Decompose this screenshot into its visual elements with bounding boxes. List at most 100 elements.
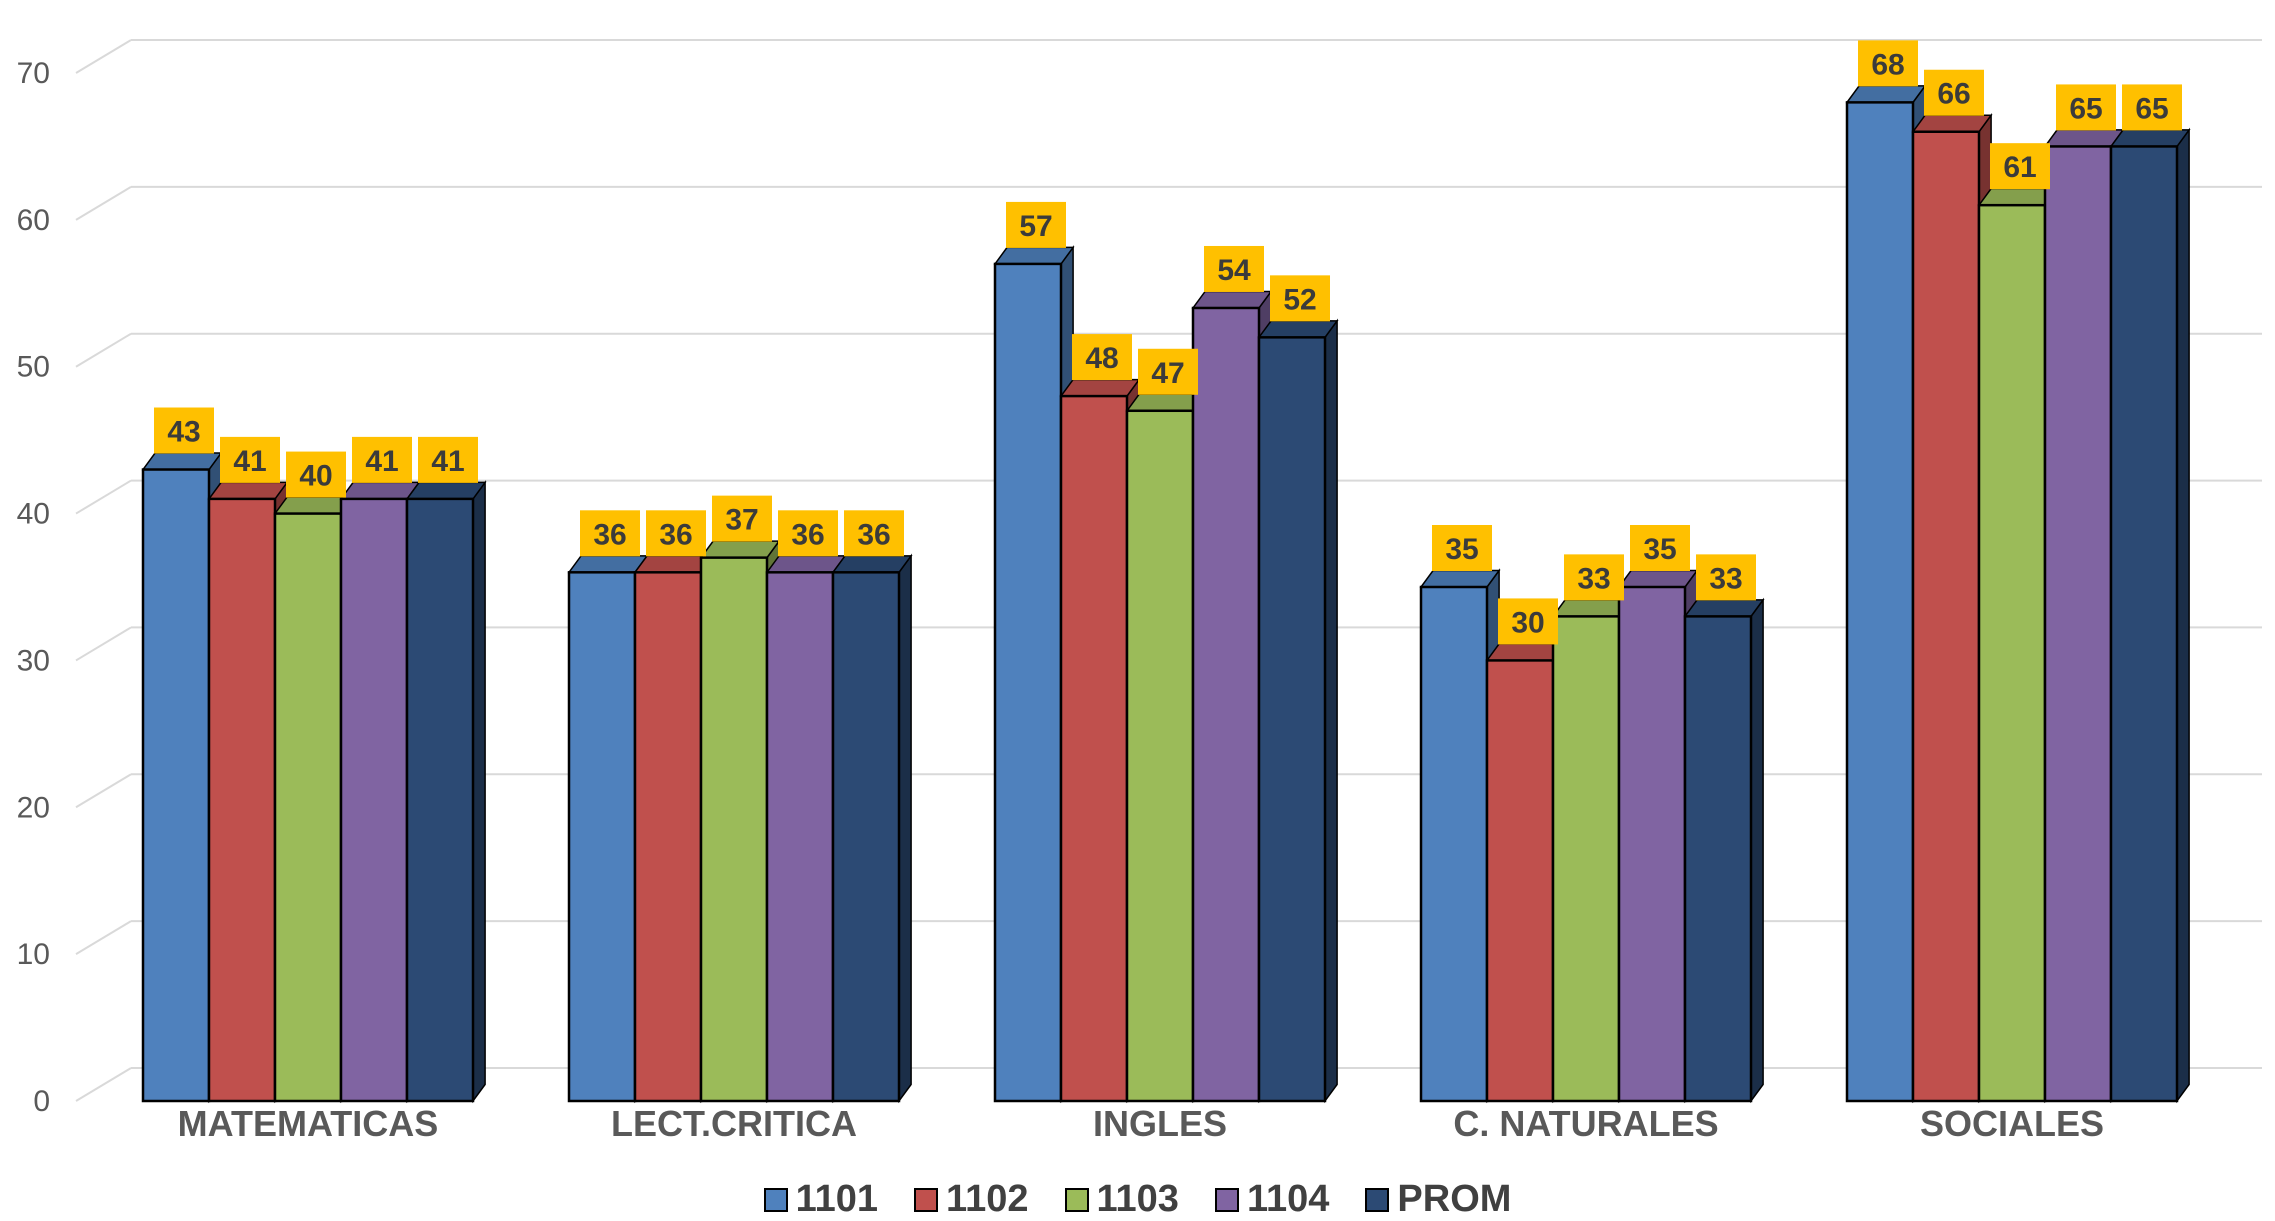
legend-swatch-1102 [914, 1187, 939, 1212]
legend-label-1103: 1103 [1096, 1178, 1179, 1220]
bar-top-prom [1257, 320, 1339, 339]
bar-1101 [567, 571, 637, 1103]
data-label-bg [1006, 201, 1066, 248]
data-label-1103: 61 [2003, 151, 2036, 184]
bar-1104 [1617, 585, 1687, 1103]
bar-top-1102 [1911, 114, 1993, 133]
bar-prom [831, 571, 901, 1103]
bars [141, 83, 2191, 1104]
data-label-bg [1270, 275, 1330, 322]
data-label-bg [2056, 84, 2116, 131]
bar-1102 [1911, 130, 1981, 1103]
gridline-diagonal [75, 185, 132, 221]
data-label-1104: 65 [2069, 92, 2102, 125]
data-label-1101: 43 [167, 416, 200, 449]
data-label-1102: 48 [1085, 342, 1118, 375]
legend-item-1101: 1101 [763, 1178, 879, 1221]
data-label-bg [1858, 40, 1918, 87]
data-label-bg [1924, 69, 1984, 116]
data-label-1101: 35 [1445, 533, 1478, 566]
data-label-bg [1204, 245, 1264, 292]
bar-1103 [1551, 615, 1621, 1103]
legend-item-1102: 1102 [914, 1178, 1029, 1221]
bar-prom [405, 497, 475, 1103]
data-label-bg [778, 510, 838, 557]
x-category-label: MATEMATICAS [178, 1103, 439, 1144]
y-tick-label: 30 [17, 644, 50, 677]
bar-side-prom [1324, 318, 1338, 1104]
data-label-bg [1072, 334, 1132, 381]
x-category-label: SOCIALES [1920, 1103, 2104, 1144]
data-label-bg [352, 436, 412, 483]
data-label-1103: 37 [725, 504, 758, 537]
bar-1102 [1485, 659, 1555, 1103]
bar-top-1101 [141, 452, 223, 471]
legend-label-1101: 1101 [795, 1178, 879, 1220]
bar-top-prom [405, 481, 487, 500]
bar-side-prom [472, 480, 486, 1104]
data-label-prom: 65 [2135, 92, 2168, 125]
legend-swatch-prom [1365, 1187, 1390, 1212]
bar-prom [1257, 336, 1327, 1103]
gridline-diagonal [75, 773, 132, 809]
gridline-diagonal [75, 1067, 132, 1102]
data-label-1102: 66 [1937, 78, 1970, 111]
y-tick-label: 10 [17, 938, 50, 971]
data-label-1101: 68 [1871, 48, 1904, 81]
data-label-1104: 36 [791, 518, 824, 551]
bar-top-1101 [1419, 569, 1501, 588]
legend-label-1102: 1102 [946, 1178, 1029, 1220]
data-label-bg [580, 510, 640, 557]
y-tick-label: 60 [17, 204, 50, 237]
gridline-diagonal [75, 39, 132, 74]
bar-1101 [1845, 101, 1915, 1103]
y-tick-label: 0 [33, 1085, 50, 1118]
bar-1103 [1977, 203, 2047, 1103]
bar-top-1104 [1617, 569, 1699, 588]
data-label-bg [844, 510, 904, 557]
bar-1102 [207, 497, 277, 1103]
x-category-label: LECT.CRITICA [611, 1103, 857, 1144]
bar-top-1104 [2043, 129, 2125, 148]
bar-1101 [141, 468, 211, 1103]
y-tick-label: 50 [17, 351, 50, 384]
data-label-bg [220, 436, 280, 483]
legend: 1101 1102 1103 1104 PROM [0, 1178, 2275, 1221]
bar-top-1103 [699, 540, 781, 559]
data-label-1102: 41 [233, 445, 266, 478]
bar-1104 [339, 497, 409, 1103]
data-label-1103: 47 [1151, 357, 1184, 390]
legend-item-1104: 1104 [1214, 1178, 1329, 1221]
data-label-bg [1432, 525, 1492, 571]
gridline-diagonal [75, 920, 132, 956]
y-tick-label: 70 [17, 57, 50, 90]
bar-top-prom [831, 555, 913, 574]
data-label-bg [1498, 598, 1558, 645]
bar-side-prom [2176, 127, 2190, 1104]
bar-top-1102 [207, 481, 289, 500]
legend-item-prom: PROM [1365, 1178, 1511, 1221]
gridline-diagonal [75, 479, 132, 515]
bar-1102 [633, 571, 703, 1103]
bar-1102 [1059, 394, 1129, 1103]
bar-side-prom [1750, 597, 1764, 1104]
gridline-diagonal [75, 626, 132, 662]
legend-label-prom: PROM [1397, 1178, 1512, 1220]
legend-swatch-1103 [1064, 1187, 1089, 1212]
data-labels: 43 41 40 41 41 36 36 37 36 36 57 48 47 54 52 35 30 33 35 33… [154, 40, 2182, 645]
bar-prom [2109, 145, 2179, 1103]
data-label-bg [1696, 554, 1756, 601]
legend-swatch-1101 [763, 1187, 788, 1212]
bar-1104 [1191, 306, 1261, 1103]
data-label-bg [2122, 84, 2182, 131]
data-label-bg [1990, 143, 2050, 190]
bar-top-1101 [567, 555, 649, 574]
data-label-1103: 33 [1577, 562, 1610, 595]
data-label-1102: 36 [659, 518, 692, 551]
data-label-1101: 57 [1019, 210, 1052, 243]
legend-item-1103: 1103 [1064, 1178, 1179, 1221]
data-label-bg [712, 495, 772, 542]
bar-top-1104 [765, 555, 847, 574]
y-tick-label: 20 [17, 791, 50, 824]
